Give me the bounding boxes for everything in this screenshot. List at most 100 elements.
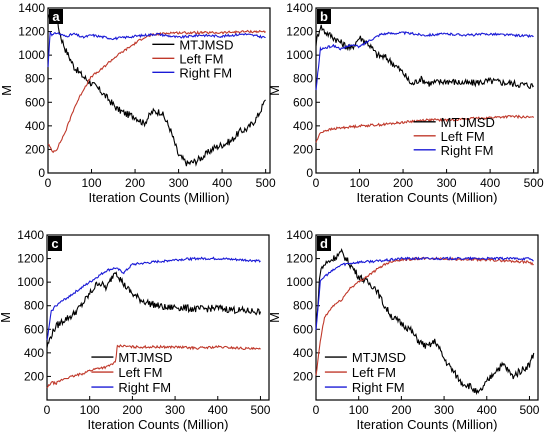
plot-frame [315,7,539,174]
x-tick-label: 100 [349,403,369,417]
y-tick-label: 800 [25,72,45,86]
x-axis-label: Iteration Counts (Million) [357,190,498,205]
series-line-mtjmsd [315,24,534,89]
panel-label: b [320,9,328,24]
legend-label: Left FM [441,129,485,144]
y-tick-label: 200 [293,142,313,156]
y-axis-label: M [0,85,14,96]
x-axis-label: Iteration Counts (Million) [357,417,498,432]
y-tick-label: 1000 [286,48,313,62]
series-line-right-fm [315,256,534,331]
legend-label: MTJMSD [179,37,233,52]
legend-label: MTJMSD [352,350,406,365]
x-tick-label: 0 [45,176,52,190]
series-line-left-fm [47,29,266,154]
panel-label: a [52,9,60,24]
x-tick-label: 500 [250,403,270,417]
x-tick-label: 100 [80,403,100,417]
x-tick-label: 0 [44,403,51,417]
y-tick-label: 400 [24,346,44,360]
y-tick-label: 600 [293,95,313,109]
panel-label-box [48,236,62,251]
y-tick-label: 1400 [286,1,313,15]
x-tick-label: 0 [313,176,320,190]
x-tick-label: 400 [477,403,497,417]
y-tick-label: 200 [293,369,313,383]
x-tick-label: 200 [393,176,413,190]
chart-panel-d: 0 100 200 300 400 500 200 400 600 800 1000 1200 1400… [267,228,540,432]
x-tick-label: 500 [519,403,539,417]
legend-label: Right FM [352,380,405,395]
x-tick-label: 300 [437,176,457,190]
series-line-left-fm [315,114,535,143]
x-tick-label: 200 [125,176,145,190]
y-tick-label: 1000 [17,275,44,289]
y-axis-label: M [267,312,282,323]
x-tick-label: 400 [480,176,500,190]
legend-label: Left FM [179,51,223,66]
y-tick-label: 0 [306,166,313,180]
series-line-mtjmsd [46,271,262,348]
x-tick-label: 300 [434,403,454,417]
y-axis-label: M [0,312,13,323]
y-tick-label: 600 [25,95,45,109]
y-tick-label: 400 [25,119,45,133]
series-line-right-fm [315,31,534,91]
legend-label: Left FM [352,365,396,380]
series-line-left-fm [46,344,261,389]
series-line-right-fm [46,256,261,341]
y-tick-label: 600 [293,322,313,336]
x-tick-label: 100 [82,176,102,190]
legend-label: Right FM [118,380,171,395]
series-line-left-fm [315,256,534,376]
legend-label: Right FM [441,143,494,158]
y-tick-label: 1400 [18,1,45,15]
x-tick-label: 200 [391,403,411,417]
y-tick-label: 1200 [17,252,44,266]
x-tick-label: 400 [212,176,232,190]
x-tick-label: 300 [165,403,185,417]
legend-label: Left FM [118,365,162,380]
chart-panel-b: 0 100 200 300 400 500 0 200 400 600 800 1000 1200 140… [267,1,544,205]
plot-frame [46,234,270,401]
x-tick-label: 0 [313,403,320,417]
x-tick-label: 200 [122,403,142,417]
series-line-mtjmsd [315,248,535,396]
y-tick-label: 400 [293,346,313,360]
legend-label: MTJMSD [441,115,495,130]
y-tick-label: 800 [24,299,44,313]
legend-label: MTJMSD [118,350,172,365]
panel-label-box [317,236,331,251]
x-tick-label: 400 [208,403,228,417]
y-tick-label: 400 [293,119,313,133]
y-tick-label: 1200 [18,25,45,39]
panel-label-box [49,9,63,24]
panel-label: d [320,236,328,251]
y-tick-label: 600 [24,322,44,336]
chart-panel-c: 0 100 200 300 400 500 200 400 600 800 1000 1200 1400… [0,228,271,432]
y-tick-label: 0 [38,166,45,180]
y-tick-label: 1000 [18,48,45,62]
panel-label: c [51,236,58,251]
y-axis-label: M [267,85,282,96]
panel-label-box [317,9,331,24]
y-tick-label: 200 [24,369,44,383]
x-tick-label: 500 [256,176,276,190]
chart-panel-a: 0 100 200 300 400 500 0 200 400 600 800 1000 1200 140… [0,1,276,205]
x-tick-label: 500 [524,176,544,190]
legend-label: Right FM [179,65,232,80]
y-tick-label: 1200 [286,25,313,39]
plot-frame [47,7,271,174]
y-tick-label: 800 [293,299,313,313]
y-tick-label: 200 [25,142,45,156]
y-tick-label: 800 [293,72,313,86]
x-tick-label: 100 [350,176,370,190]
x-axis-label: Iteration Counts (Million) [89,190,230,205]
x-tick-label: 300 [169,176,189,190]
y-tick-label: 1000 [286,275,313,289]
series-line-mtjmsd [47,11,266,167]
y-tick-label: 1400 [17,228,44,242]
y-tick-label: 1200 [286,252,313,266]
series-line-right-fm [47,31,266,68]
